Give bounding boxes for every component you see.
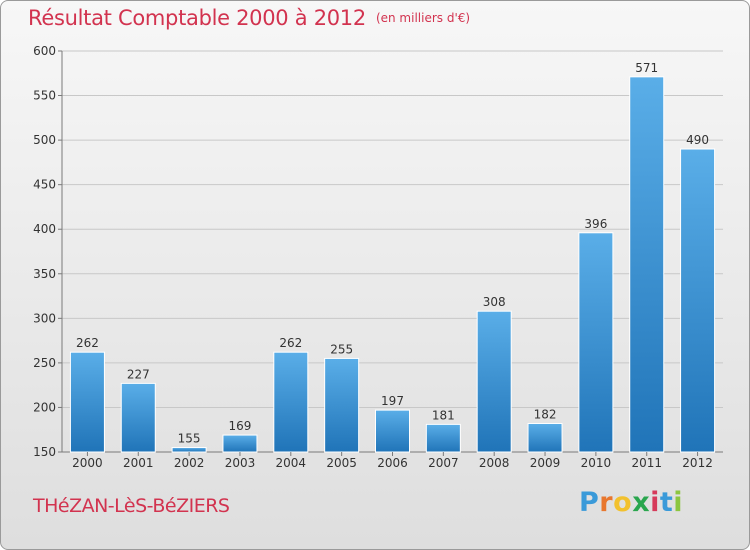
chart-title: Résultat Comptable 2000 à 2012 (en millie… (28, 6, 470, 30)
data-label-2011: 571 (635, 61, 658, 75)
bar-2010 (578, 232, 614, 453)
x-tick-label-2010: 2010 (581, 456, 612, 470)
bar-2008 (476, 310, 512, 453)
x-tick-label-2002: 2002 (174, 456, 205, 470)
logo-letter: P (579, 487, 600, 518)
y-tick-label: 350 (33, 267, 56, 281)
x-tick-label-2004: 2004 (276, 456, 307, 470)
y-tick-label: 600 (33, 44, 56, 58)
logo-letter: o (613, 487, 633, 518)
x-tick-label-2005: 2005 (326, 456, 357, 470)
bar-2007 (425, 423, 461, 453)
y-tick-label: 250 (33, 356, 56, 370)
bar-2001 (120, 382, 156, 453)
x-tick-label-2009: 2009 (530, 456, 561, 470)
y-tick-label: 300 (33, 311, 56, 325)
x-tick-label-2007: 2007 (428, 456, 459, 470)
logo-letter: i (650, 487, 660, 518)
y-tick-label: 150 (33, 445, 56, 459)
logo-letter: x (632, 487, 651, 518)
proxiti-logo: Proxiti (579, 487, 683, 518)
logo-letter: i (673, 487, 684, 518)
chart-title-text: Résultat Comptable 2000 à 2012 (28, 6, 366, 30)
y-tick-label: 500 (33, 133, 56, 147)
bar-2004 (273, 351, 309, 453)
data-label-2003: 169 (229, 419, 252, 433)
data-label-2010: 396 (584, 217, 607, 231)
x-tick-label-2001: 2001 (123, 456, 154, 470)
y-tick-label: 400 (33, 222, 56, 236)
chart-subtitle: (en milliers d'€) (375, 11, 471, 25)
data-label-2005: 255 (330, 342, 353, 356)
bar-2009 (527, 422, 563, 453)
x-tick-label-2011: 2011 (631, 456, 662, 470)
data-label-2001: 227 (127, 367, 150, 381)
logo-letter: r (599, 487, 614, 518)
bar-2006 (375, 409, 410, 453)
data-label-2009: 182 (534, 407, 557, 421)
data-label-2002: 155 (178, 432, 201, 446)
x-tick-label-2006: 2006 (377, 456, 408, 470)
x-tick-label-2012: 2012 (682, 456, 713, 470)
bar-2012 (680, 148, 716, 453)
y-tick-label: 200 (33, 400, 56, 414)
data-label-2007: 181 (432, 408, 455, 422)
commune-name: THéZAN-LèS-BéZIERS (33, 495, 230, 517)
bar-2002 (171, 447, 207, 453)
bar-2011 (629, 76, 665, 453)
data-label-2004: 262 (279, 336, 302, 350)
bar-2003 (222, 434, 258, 453)
data-label-2000: 262 (76, 336, 99, 350)
data-label-2012: 490 (686, 133, 709, 147)
x-tick-label-2008: 2008 (479, 456, 510, 470)
x-tick-label-2000: 2000 (72, 456, 103, 470)
data-label-2006: 197 (381, 394, 404, 408)
y-tick-label: 550 (33, 89, 56, 103)
x-tick-label-2003: 2003 (225, 456, 256, 470)
bar-2000 (69, 351, 105, 453)
data-label-2008: 308 (483, 295, 506, 309)
logo-letter: t (659, 487, 674, 518)
y-tick-label: 450 (33, 178, 56, 192)
bar-2005 (324, 357, 360, 453)
